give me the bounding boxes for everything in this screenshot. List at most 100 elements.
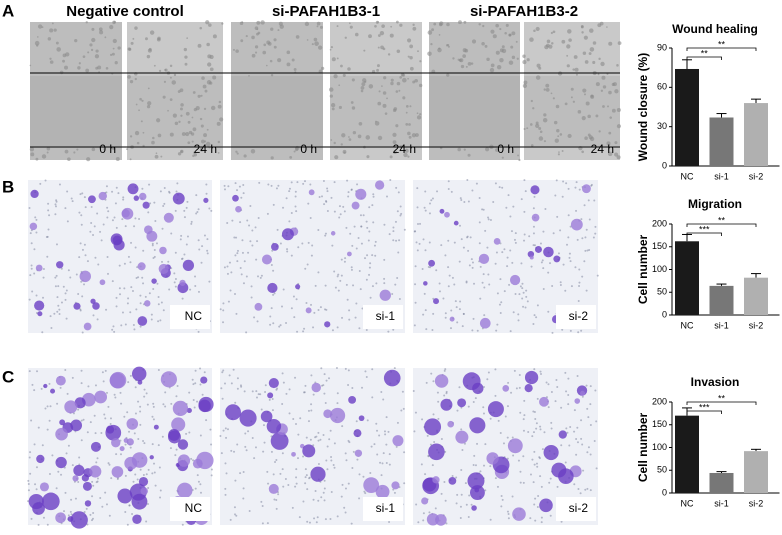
pore (568, 256, 571, 259)
cell (127, 74, 131, 79)
pore (347, 439, 350, 442)
pore (525, 289, 528, 292)
cell (409, 66, 414, 71)
pore (234, 401, 237, 404)
pore (281, 402, 284, 405)
pore (161, 227, 164, 230)
pore (517, 313, 520, 316)
pore (424, 473, 427, 476)
stained-cell (543, 444, 559, 461)
pore (277, 493, 280, 496)
stained-cell (74, 397, 86, 409)
stained-cell (129, 483, 147, 501)
pore (55, 487, 58, 490)
pore (330, 196, 333, 199)
pore (507, 512, 510, 515)
cell (597, 23, 602, 28)
stained-cell (119, 446, 125, 452)
pore (246, 219, 249, 222)
pore (374, 240, 377, 243)
cell (557, 135, 560, 138)
pore (255, 258, 258, 261)
pore (240, 196, 243, 199)
pore (586, 487, 589, 490)
pore (157, 303, 160, 306)
pore (382, 452, 385, 455)
stained-cell (37, 311, 43, 317)
pore (393, 491, 396, 494)
pore (349, 232, 352, 235)
pore (250, 285, 253, 288)
cell (348, 136, 350, 138)
cell (377, 46, 380, 49)
pore (85, 507, 88, 510)
pore (534, 497, 537, 500)
cell (74, 39, 78, 43)
pore (533, 195, 536, 198)
pore (112, 325, 115, 328)
pore (573, 430, 576, 433)
cell (142, 144, 145, 148)
cell (381, 24, 385, 28)
pore (236, 387, 239, 390)
cell (390, 81, 394, 86)
pore (312, 444, 315, 447)
pore (59, 386, 62, 389)
stained-cell (268, 483, 279, 494)
pore (565, 182, 568, 185)
cell (73, 151, 76, 154)
label-box (556, 305, 596, 329)
pore (365, 328, 368, 331)
pore (71, 464, 74, 467)
pore (541, 259, 544, 262)
pore (334, 286, 337, 289)
pore (145, 392, 148, 395)
pore (511, 495, 514, 498)
cell (134, 26, 138, 30)
stained-cell (358, 415, 365, 422)
pore (443, 369, 446, 372)
pore (549, 514, 552, 517)
pore (536, 304, 539, 307)
stained-cell (225, 404, 241, 421)
pore (225, 472, 228, 475)
pore (492, 201, 495, 204)
stained-cell (531, 213, 540, 222)
wound-gap (231, 76, 323, 146)
pore (176, 182, 179, 185)
pore (578, 188, 581, 191)
stained-cell (271, 243, 279, 251)
y-tick-label: 30 (657, 121, 667, 131)
pore (201, 393, 204, 396)
pore (30, 264, 33, 267)
y-tick-label: 60 (657, 82, 667, 92)
pore (580, 437, 583, 440)
pore (362, 475, 365, 478)
pore (143, 442, 146, 445)
pore (320, 496, 323, 499)
cell (478, 23, 481, 26)
pore (303, 327, 306, 330)
pore (312, 326, 315, 329)
stained-cell (35, 264, 43, 272)
pore (188, 391, 191, 394)
cell (203, 107, 207, 111)
pore (119, 453, 122, 456)
stained-cell (305, 307, 312, 314)
pore (223, 382, 226, 385)
pore (545, 381, 548, 384)
pore (288, 187, 291, 190)
pore (494, 182, 497, 185)
pore (518, 386, 521, 389)
pore (451, 474, 454, 477)
pore (473, 282, 476, 285)
x-tick-label: si-2 (749, 498, 764, 508)
pore (266, 522, 269, 525)
pore (223, 266, 226, 269)
pore (126, 302, 129, 305)
pore (139, 468, 142, 471)
pore (66, 220, 69, 223)
pore (281, 468, 284, 471)
cell (180, 103, 184, 107)
pore (285, 392, 288, 395)
